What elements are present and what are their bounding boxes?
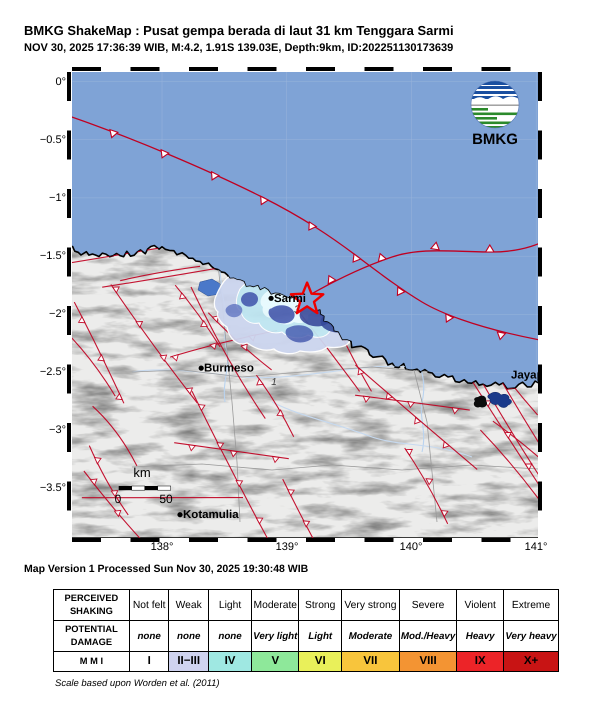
svg-text:BMKG: BMKG bbox=[472, 131, 518, 148]
svg-text:km: km bbox=[133, 465, 150, 480]
svg-text:0: 0 bbox=[115, 492, 122, 506]
svg-text:Jayap: Jayap bbox=[511, 370, 538, 382]
svg-text:Burmeso: Burmeso bbox=[204, 363, 254, 375]
svg-text:Kotamulia: Kotamulia bbox=[183, 509, 239, 521]
svg-text:50: 50 bbox=[159, 492, 173, 506]
svg-text:Sarmi: Sarmi bbox=[274, 293, 306, 305]
svg-text:1: 1 bbox=[271, 377, 277, 388]
